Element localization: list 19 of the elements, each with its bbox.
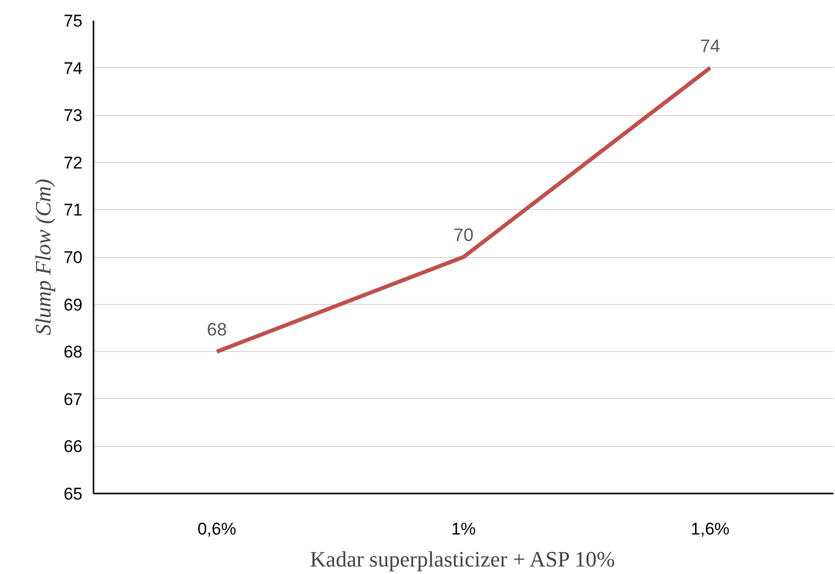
data-label: 74 (700, 36, 720, 56)
y-axis-title: Slump Flow (Cm) (30, 178, 56, 336)
x-tick-label: 1% (451, 520, 476, 538)
y-tick-label: 75 (64, 12, 83, 30)
data-label: 68 (206, 320, 227, 340)
y-tick-label: 67 (64, 390, 83, 409)
y-tick-label: 66 (64, 437, 83, 456)
y-tick-label: 65 (64, 484, 83, 504)
y-tick-label: 70 (64, 248, 83, 267)
y-tick-label: 73 (64, 106, 83, 126)
y-tick-label: 69 (64, 295, 83, 314)
y-tick-label: 74 (64, 58, 83, 78)
y-tick-label: 71 (64, 200, 83, 220)
y-tick-label: 72 (64, 153, 83, 172)
y-tick-label: 68 (64, 342, 83, 362)
data-label: 70 (453, 225, 474, 245)
x-tick-label: 0,6% (197, 520, 236, 538)
x-axis-title: Kadar superplasticizer + ASP 10% (310, 546, 615, 572)
x-tick-label: 1,6% (690, 520, 730, 538)
